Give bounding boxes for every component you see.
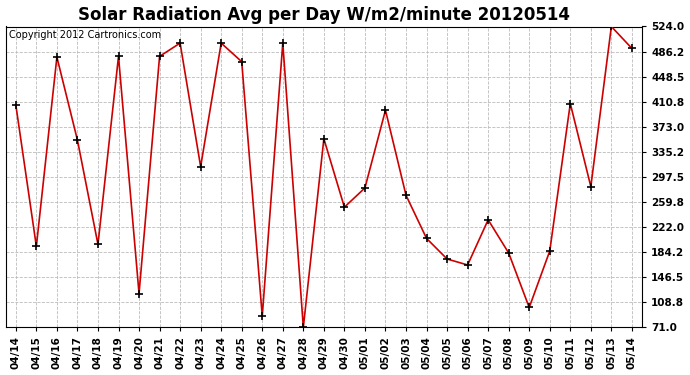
Text: Copyright 2012 Cartronics.com: Copyright 2012 Cartronics.com [9,30,161,39]
Title: Solar Radiation Avg per Day W/m2/minute 20120514: Solar Radiation Avg per Day W/m2/minute … [78,6,570,24]
